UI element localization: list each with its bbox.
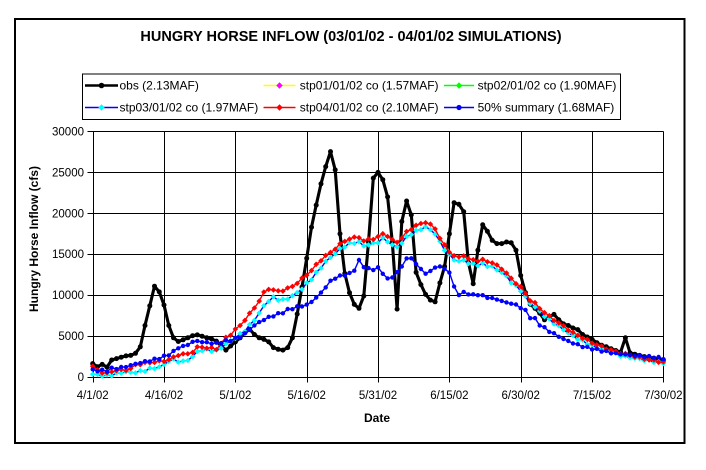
svg-text:6/30/02: 6/30/02 xyxy=(502,390,540,402)
svg-text:20000: 20000 xyxy=(52,208,84,220)
svg-text:50% summary (1.68MAF): 50% summary (1.68MAF) xyxy=(478,101,615,115)
svg-text:30000: 30000 xyxy=(52,126,84,138)
svg-text:HUNGRY HORSE INFLOW (03/01/02: HUNGRY HORSE INFLOW (03/01/02 - 04/01/02… xyxy=(140,29,561,45)
svg-text:obs (2.13MAF): obs (2.13MAF) xyxy=(120,79,199,93)
svg-text:5000: 5000 xyxy=(58,331,84,343)
svg-text:10000: 10000 xyxy=(52,290,84,302)
svg-text:4/16/02: 4/16/02 xyxy=(145,390,183,402)
svg-text:stp02/01/02 co (1.90MAF): stp02/01/02 co (1.90MAF) xyxy=(478,79,617,93)
svg-text:5/1/02: 5/1/02 xyxy=(219,390,251,402)
svg-text:7/30/02: 7/30/02 xyxy=(644,390,682,402)
svg-text:Date: Date xyxy=(364,411,390,425)
svg-text:6/15/02: 6/15/02 xyxy=(430,390,468,402)
svg-text:7/15/02: 7/15/02 xyxy=(573,390,611,402)
svg-text:25000: 25000 xyxy=(52,167,84,179)
svg-text:stp04/01/02 co (2.10MAF): stp04/01/02 co (2.10MAF) xyxy=(300,101,439,115)
svg-text:Hungry Horse Inflow (cfs): Hungry Horse Inflow (cfs) xyxy=(27,166,41,312)
svg-text:15000: 15000 xyxy=(52,249,84,261)
svg-text:5/16/02: 5/16/02 xyxy=(288,390,326,402)
svg-text:stp03/01/02 co (1.97MAF): stp03/01/02 co (1.97MAF) xyxy=(120,101,259,115)
svg-text:stp01/01/02 co (1.57MAF): stp01/01/02 co (1.57MAF) xyxy=(300,79,439,93)
svg-text:5/31/02: 5/31/02 xyxy=(359,390,397,402)
svg-text:4/1/02: 4/1/02 xyxy=(77,390,109,402)
svg-text:0: 0 xyxy=(78,372,84,384)
